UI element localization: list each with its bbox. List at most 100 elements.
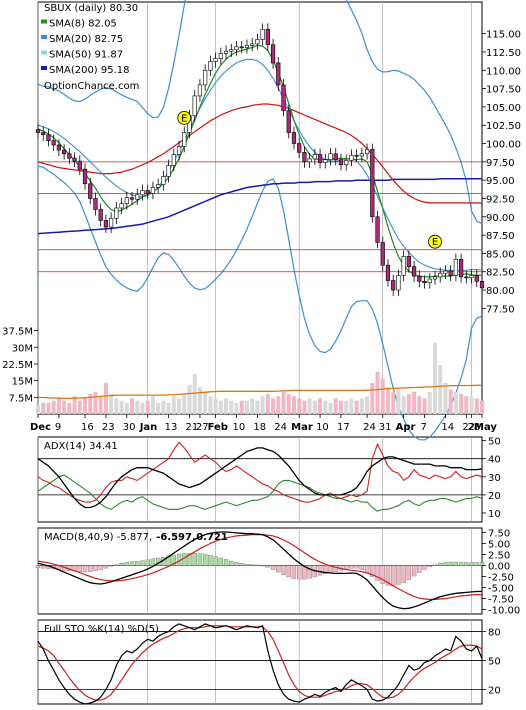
volume-bar-59 (344, 400, 349, 414)
x-tick-label-7: 21 (185, 422, 198, 433)
volume-bar-58 (338, 400, 343, 414)
volume-bar-3 (51, 400, 56, 414)
volume-bar-37 (229, 400, 234, 414)
macd-hist-bar-70 (401, 565, 406, 583)
candle-body-14 (109, 217, 114, 228)
volume-bar-63 (365, 396, 370, 414)
macd-hist-bar-51 (302, 565, 307, 580)
x-tick-label-12: 24 (274, 422, 287, 433)
candle-body-52 (307, 158, 312, 163)
macd-hist-bar-79 (448, 561, 453, 566)
macd-hist-bar-64 (370, 565, 375, 577)
macd-label: MACD(8,40,9) -5.877, (44, 532, 152, 543)
candle-body-6 (67, 153, 72, 159)
candle-body-20 (140, 190, 145, 196)
volume-bar-13 (103, 382, 108, 414)
volume-bar-34 (213, 398, 218, 414)
candle-body-48 (286, 110, 291, 133)
candle-body-81 (459, 258, 464, 278)
price-tick-label-11: 87.50 (486, 231, 515, 242)
macd-hist-bar-11 (93, 565, 98, 571)
macd-tick-label-3: 0.00 (488, 561, 510, 572)
x-tick-label-5: Jan (139, 422, 158, 433)
candle-body-22 (150, 187, 156, 194)
candle-body-82 (464, 276, 469, 279)
candle-body-70 (401, 256, 406, 276)
candle-body-72 (411, 266, 417, 277)
x-tick-label-10: 10 (232, 422, 245, 433)
candle-body-53 (312, 154, 317, 160)
macd-tick-label-7: -10.00 (488, 606, 520, 617)
candle-body-17 (124, 197, 129, 204)
candle-body-38 (234, 46, 239, 51)
price-tick-label-10: 90.00 (486, 213, 515, 224)
legend-swatch-2 (41, 35, 47, 39)
x-tick-label-14: 10 (316, 422, 329, 433)
volume-bar-12 (98, 396, 103, 414)
macd-hist-bar-69 (396, 565, 401, 585)
volume-bar-73 (417, 396, 422, 414)
candle-body-12 (98, 209, 103, 221)
candle-body-25 (166, 165, 171, 177)
volume-bar-4 (56, 398, 61, 414)
x-tick-label-6: 13 (165, 422, 178, 433)
volume-bar-83 (469, 396, 474, 414)
volume-bar-66 (380, 378, 385, 414)
volume-bar-14 (109, 393, 114, 414)
price-tick-label-4: 105.00 (486, 103, 521, 114)
candle-body-80 (453, 258, 458, 276)
macd-tick-label-6: -7.50 (488, 595, 514, 606)
macd-hist-bar-77 (438, 563, 443, 566)
volume-bar-35 (218, 400, 223, 414)
volume-bar-25 (166, 402, 171, 414)
volume-bar-32 (203, 391, 208, 414)
candle-body-66 (380, 242, 385, 266)
candle-body-19 (135, 194, 140, 200)
candle-body-51 (302, 152, 307, 163)
sto-tick-label-1: 50 (488, 657, 501, 668)
volume-bar-50 (297, 398, 302, 414)
price-tick-label-2: 110.00 (486, 66, 521, 77)
candle-body-10 (88, 183, 93, 199)
macd-hist-bar-9 (82, 565, 88, 572)
macd-hist-bar-15 (114, 564, 119, 566)
sma20-line (37, 58, 483, 271)
price-tick-label-0: 115.00 (486, 30, 521, 41)
price-tick-label-12: 85.00 (486, 249, 515, 260)
volume-bar-48 (286, 393, 291, 414)
volume-bar-0 (36, 405, 40, 414)
sma50-line (37, 103, 483, 204)
volume-bar-65 (375, 371, 380, 414)
legend-label-4: SMA(200) 95.18 (49, 65, 130, 76)
candle-body-18 (129, 197, 135, 200)
volume-bar-31 (197, 387, 202, 414)
macd-hist-bar-18 (129, 561, 135, 566)
macd-hist-bar-21 (145, 559, 150, 566)
price-tick-label-1: 112.50 (486, 48, 521, 59)
earnings-label-1: E (432, 237, 438, 248)
candle-body-0 (35, 129, 41, 133)
macd-hist-bar-66 (380, 565, 385, 584)
legend-label-3: SMA(50) 91.87 (49, 50, 123, 61)
macd-hist-bar-34 (213, 556, 218, 566)
earnings-label-0: E (181, 113, 187, 124)
macd-hist-bar-49 (291, 565, 297, 579)
volume-bar-84 (474, 398, 479, 414)
volume-bar-39 (239, 400, 244, 414)
macd-label-red: -6.597, (156, 532, 196, 543)
volume-bar-30 (192, 373, 197, 414)
volume-bar-45 (271, 398, 276, 414)
adx-tick-label-2: 30 (488, 473, 501, 484)
candle-body-62 (359, 153, 364, 157)
volume-bar-26 (171, 396, 176, 414)
volume-bar-55 (323, 400, 328, 414)
candle-body-64 (370, 149, 375, 218)
volume-bar-38 (234, 402, 239, 414)
candle-body-49 (291, 132, 297, 144)
macd-hist-bar-38 (234, 562, 239, 566)
candle-body-43 (260, 28, 265, 40)
volume-tick-label-1: 30M (12, 343, 33, 354)
volume-bar-43 (260, 396, 265, 414)
volume-bar-71 (406, 393, 411, 414)
legend-swatch-4 (41, 66, 47, 70)
